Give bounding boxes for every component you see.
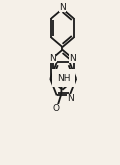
Text: N: N bbox=[59, 3, 66, 12]
Text: N: N bbox=[67, 94, 74, 103]
Text: N: N bbox=[49, 54, 56, 63]
Text: N: N bbox=[69, 54, 76, 63]
Text: O: O bbox=[53, 104, 60, 113]
Text: NH: NH bbox=[57, 74, 70, 83]
